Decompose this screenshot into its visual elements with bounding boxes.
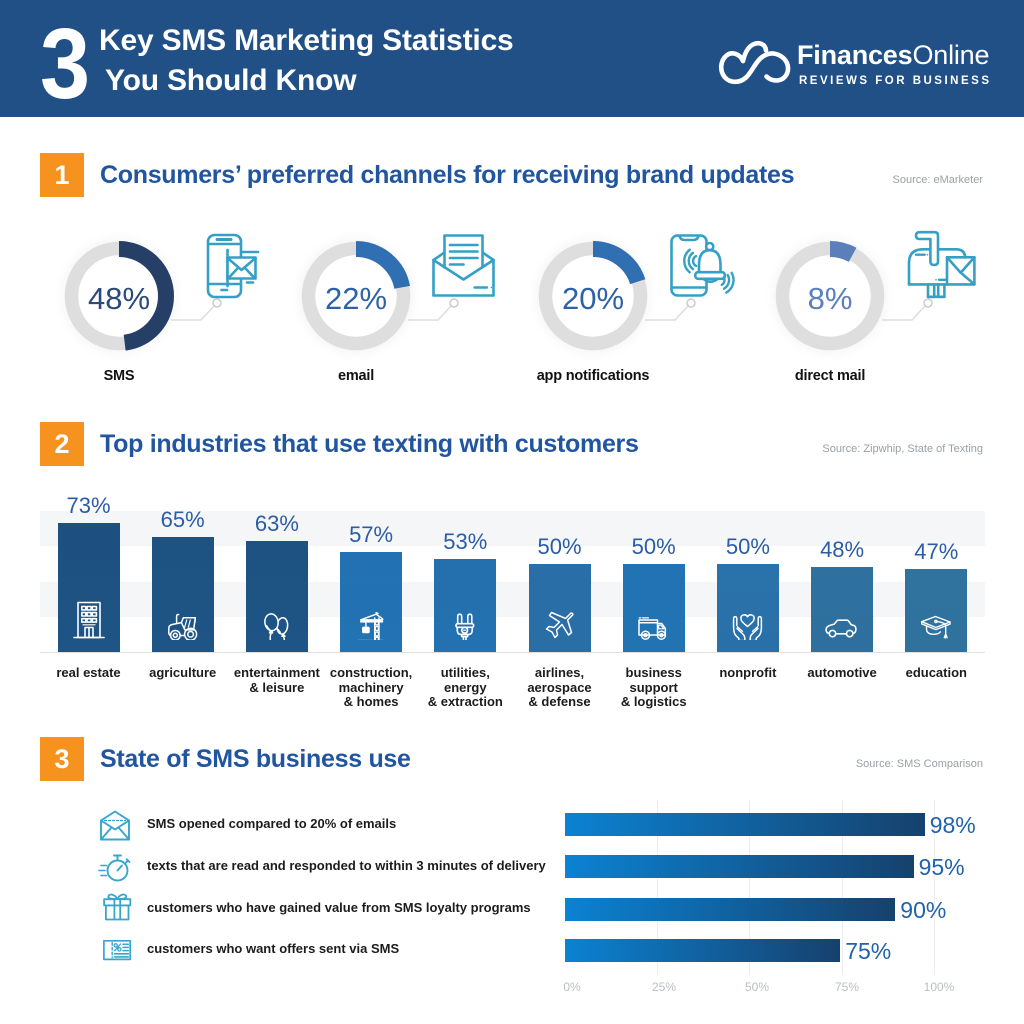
svg-text:48%: 48% <box>88 281 150 316</box>
svg-text:20%: 20% <box>562 281 624 316</box>
svg-text:8%: 8% <box>808 281 853 316</box>
svg-text:22%: 22% <box>325 281 387 316</box>
